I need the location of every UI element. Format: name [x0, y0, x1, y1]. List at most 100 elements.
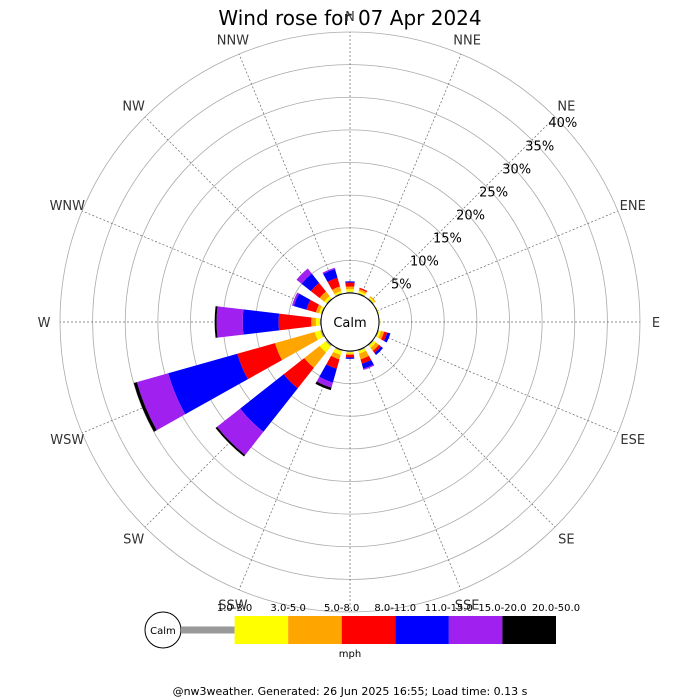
bar-nw-15.0-20.0: [296, 268, 312, 284]
legend-label-1.0-3.0: 1.0-3.0: [217, 603, 252, 614]
legend-unit: mph: [339, 649, 361, 660]
bar-wsw-5.0-8.0: [274, 331, 318, 361]
legend-label-3.0-5.0: 3.0-5.0: [270, 603, 305, 614]
bar-sw-8.0-11.0: [283, 358, 314, 389]
bar-n-5.0-8.0: [345, 286, 355, 290]
direction-label-se: SE: [558, 532, 574, 547]
legend-label-5.0-8.0: 5.0-8.0: [324, 603, 359, 614]
bar-w-15.0-20.0: [216, 306, 244, 338]
legend-label-11.0-15.0: 11.0-15.0: [425, 603, 473, 614]
bar-wsw-8.0-11.0: [237, 343, 282, 380]
calm-center: Calm: [320, 292, 380, 352]
bar-se-5.0-8.0: [370, 342, 379, 351]
spoke-ene: [376, 210, 619, 312]
bar-se-11.0-15.0: [374, 346, 384, 356]
bar-wsw-1.0-3.0: [320, 329, 325, 338]
bar-ese-3.0-5.0: [376, 330, 382, 338]
tick-label: 10%: [410, 255, 439, 270]
footer-text: @nw3weather. Generated: 26 Jun 2025 16:5…: [173, 685, 528, 698]
direction-label-ene: ENE: [620, 199, 646, 214]
bar-ne-5.0-8.0: [369, 296, 376, 303]
spoke-ssw: [238, 348, 340, 591]
spoke-ese: [376, 332, 619, 434]
tick-label: 35%: [525, 139, 554, 154]
calm-circle: [320, 292, 380, 352]
spoke-sse: [360, 348, 462, 591]
bar-ssw-8.0-11.0: [326, 355, 340, 369]
direction-label-nne: NNE: [453, 33, 481, 48]
bar-sse-8.0-11.0: [360, 355, 372, 364]
speed-legend: Calm 1.0-3.0 3.0-5.0 5.0-8.0 8.0-11.0 11.0-1…: [144, 603, 580, 660]
bar-w-3.0-5.0: [315, 317, 320, 327]
bar-wsw-15.0-20.0: [136, 373, 186, 431]
bar-nnw-5.0-8.0: [332, 286, 342, 294]
bar-s-5.0-8.0: [346, 353, 354, 355]
calm-label: Calm: [333, 316, 366, 331]
bar-ssw-20.0-50.0: [315, 381, 332, 391]
bar-nne-3.0-5.0: [358, 290, 366, 296]
bar-se-8.0-11.0: [372, 344, 381, 353]
tick-label: 5%: [391, 278, 412, 293]
bar-sse-3.0-5.0: [358, 348, 367, 354]
bar-se-1.0-3.0: [367, 339, 374, 346]
bar-nw-5.0-8.0: [319, 291, 330, 302]
bar-wnw-11.0-15.0: [293, 293, 311, 310]
direction-label-sw: SW: [123, 532, 144, 547]
bar-ssw-3.0-5.0: [333, 348, 342, 355]
direction-label-wsw: WSW: [50, 433, 84, 448]
spoke-ne: [370, 116, 556, 302]
legend-label-20.0-50.0: 20.0-50.0: [532, 603, 580, 614]
bar-ssw-5.0-8.0: [331, 351, 341, 360]
tick-label: 15%: [433, 232, 462, 247]
direction-label-n: N: [345, 10, 355, 25]
bar-sse-11.0-15.0: [361, 359, 374, 369]
bar-ene-3.0-5.0: [375, 307, 380, 314]
spoke-se: [370, 342, 556, 528]
bar-sw-3.0-5.0: [319, 341, 331, 353]
direction-label-ssw: SSW: [218, 599, 248, 614]
bar-wnw-8.0-11.0: [306, 299, 320, 313]
bar-sw-1.0-3.0: [325, 339, 333, 347]
bar-ese-5.0-8.0: [378, 330, 385, 340]
bar-nnw-11.0-15.0: [323, 268, 338, 282]
bar-s-8.0-11.0: [345, 354, 355, 358]
bar-wsw-11.0-15.0: [168, 353, 248, 415]
bar-ssw-11.0-15.0: [319, 364, 337, 383]
grid-ring: [157, 129, 543, 515]
bar-nnw-15.0-20.0: [322, 267, 336, 274]
direction-label-ese: ESE: [620, 433, 645, 448]
tick-label: 30%: [502, 162, 531, 177]
bar-sse-15.0-20.0: [363, 364, 375, 371]
bar-sw-20.0-50.0: [215, 426, 246, 457]
bar-ese-8.0-11.0: [380, 331, 388, 341]
direction-label-w: W: [38, 316, 51, 331]
bar-w-8.0-11.0: [278, 313, 312, 331]
bar-w-5.0-8.0: [311, 317, 317, 327]
bar-wsw-20.0-50.0: [133, 382, 157, 432]
direction-label-e: E: [652, 316, 660, 331]
bar-nw-1.0-3.0: [326, 298, 333, 305]
legend-swatch-11.0-15.0: [395, 616, 449, 644]
tick-label: 40%: [548, 116, 577, 131]
bar-nw-8.0-11.0: [310, 282, 326, 298]
bar-ese-11.0-15.0: [383, 332, 391, 343]
tick-label: 25%: [479, 185, 508, 200]
bar-wnw-15.0-20.0: [291, 292, 300, 307]
chart-title: Wind rose for 07 Apr 2024: [218, 6, 481, 30]
legend-calm-label: Calm: [150, 626, 176, 637]
spoke-nne: [360, 53, 462, 296]
bar-wsw-3.0-5.0: [314, 330, 323, 340]
bar-nw-11.0-15.0: [301, 273, 320, 292]
grid-ring: [124, 96, 576, 548]
spoke-sw: [144, 342, 330, 528]
bar-w-20.0-50.0: [214, 306, 218, 338]
tick-label: 20%: [456, 208, 485, 223]
direction-label-sse: SSE: [455, 599, 480, 614]
legend-swatch-20.0-50.0: [502, 616, 556, 644]
bar-wnw-3.0-5.0: [318, 306, 324, 314]
spoke-nnw: [238, 53, 340, 296]
bar-n-11.0-15.0: [345, 281, 355, 283]
direction-label-wnw: WNW: [50, 199, 86, 214]
legend-swatch-1.0-3.0: [181, 626, 235, 634]
